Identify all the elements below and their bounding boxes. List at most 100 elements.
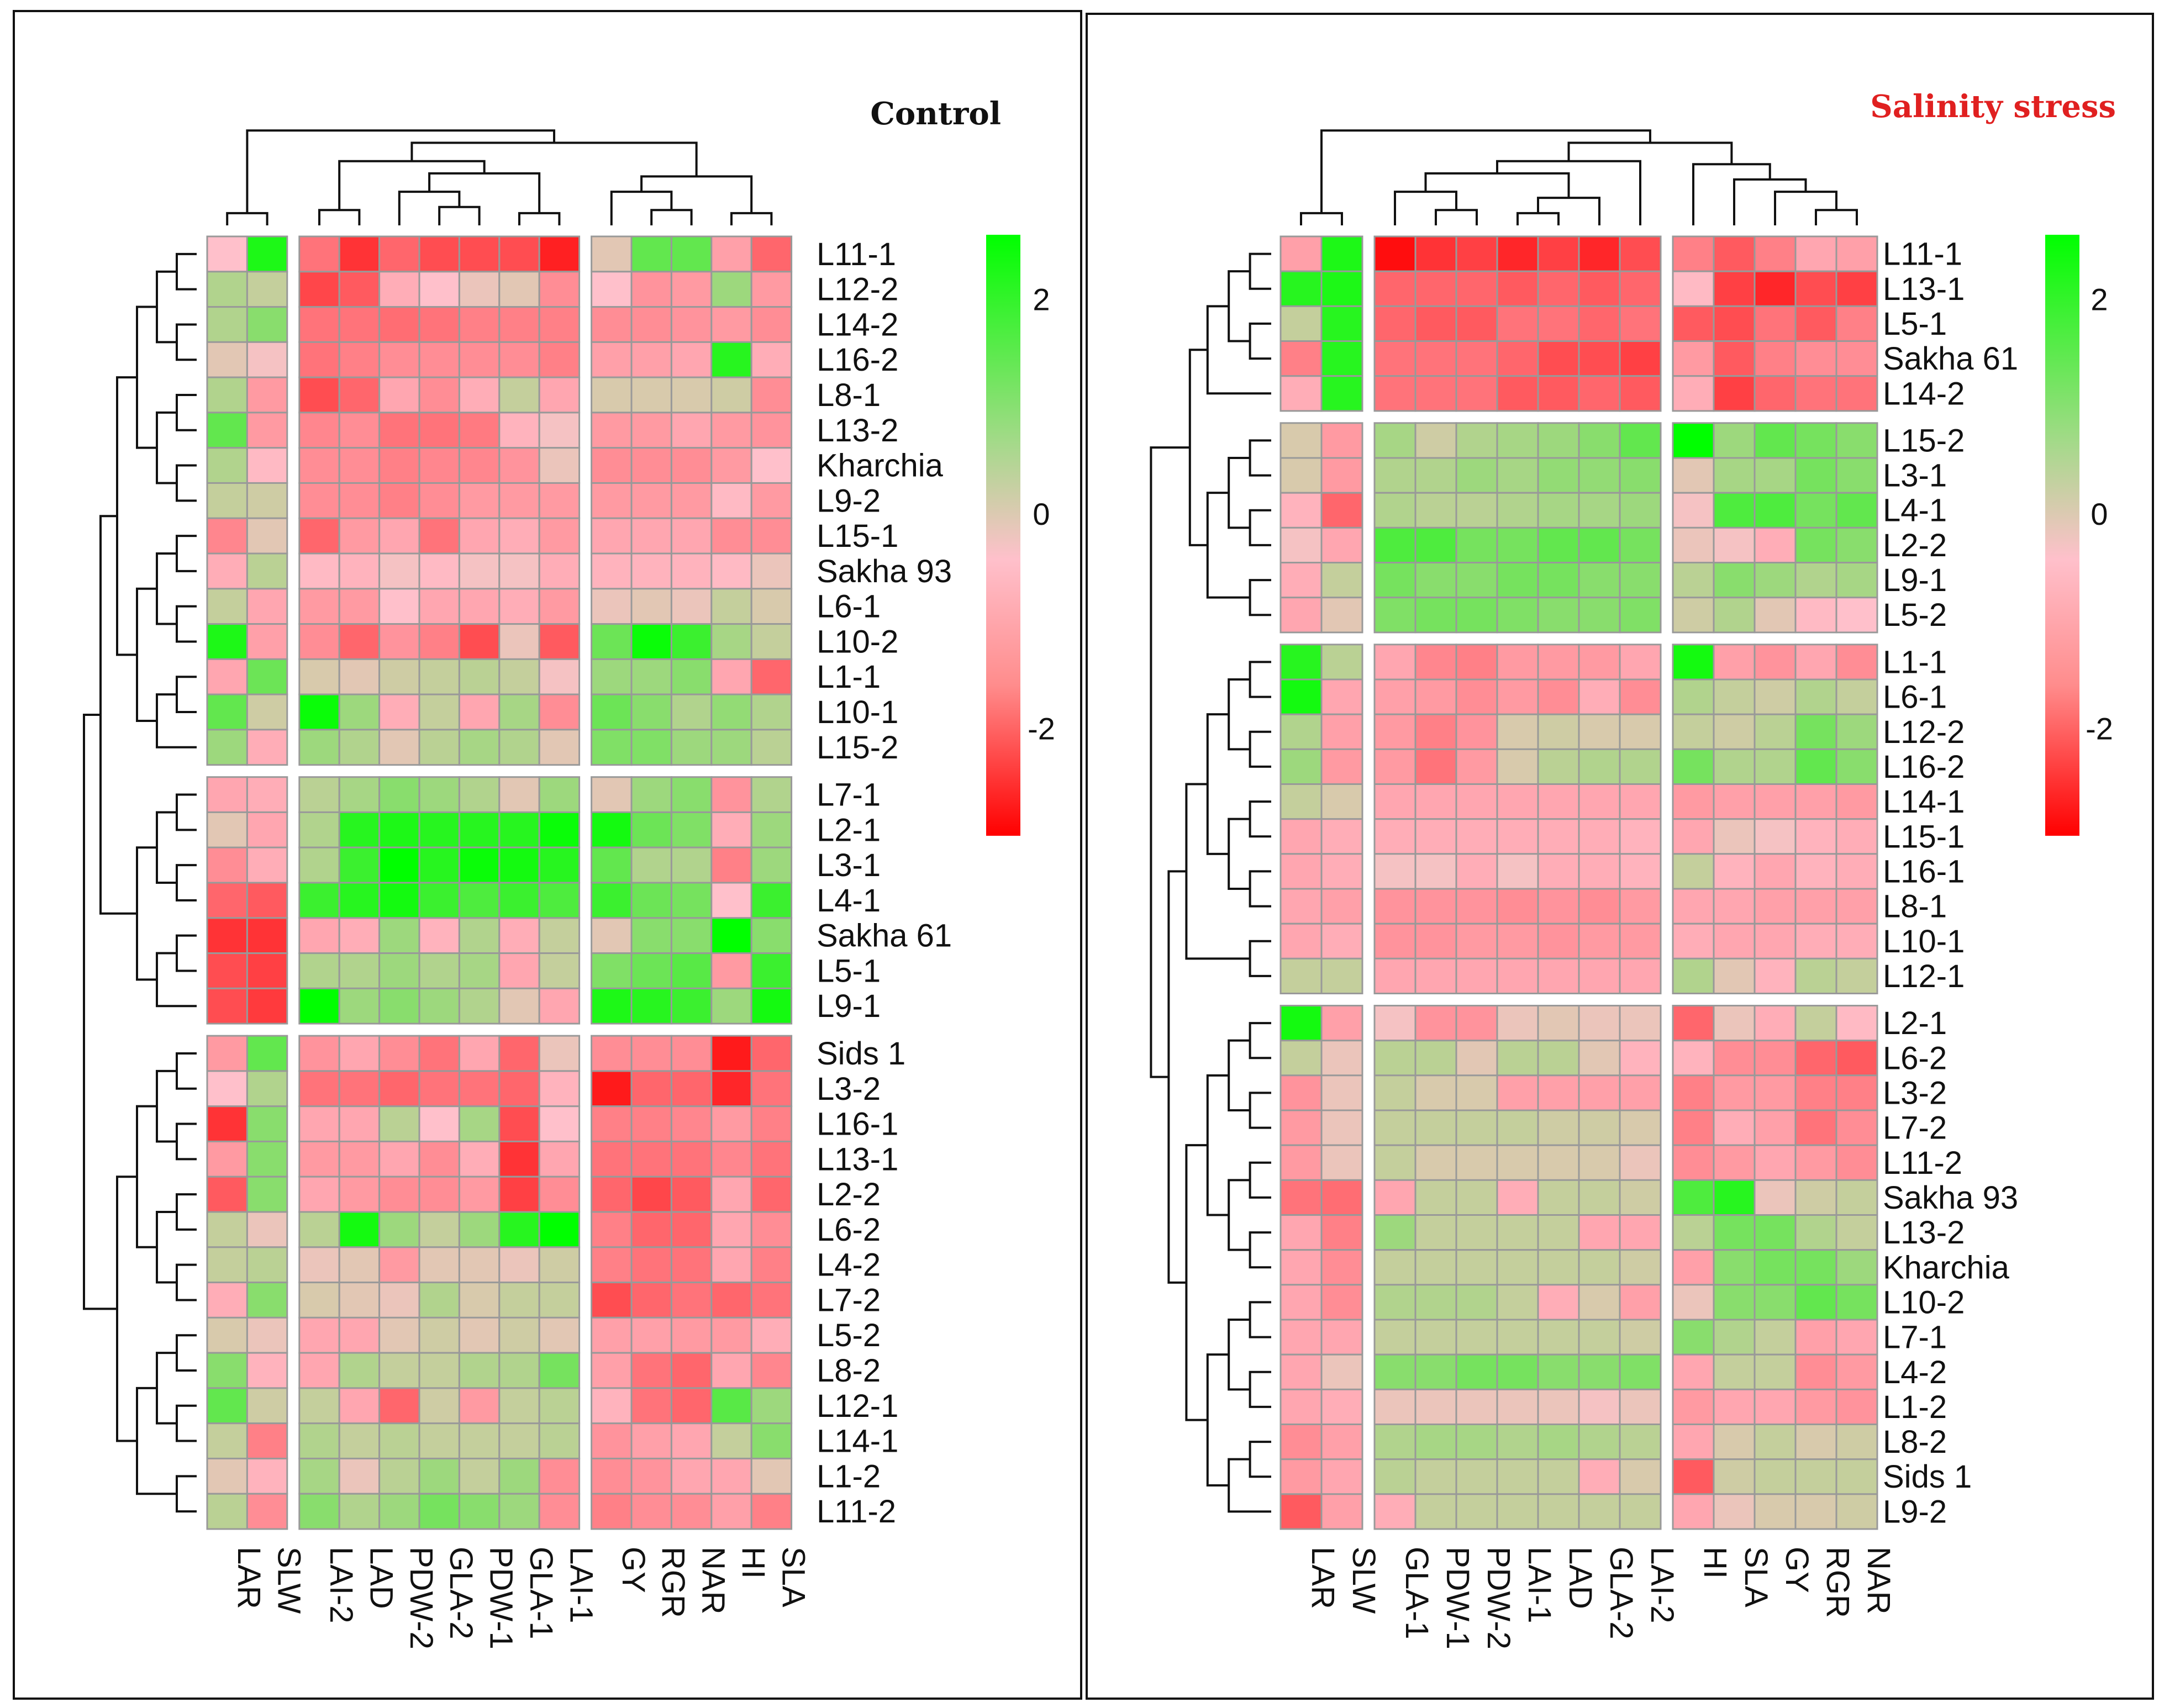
salinity-cell-l8-1-rgr bbox=[1794, 888, 1837, 925]
control-cell-l7-2-rgr bbox=[630, 1282, 672, 1319]
salinity-cell-l10-2-gy bbox=[1753, 1284, 1797, 1321]
control-cell-l10-2-lar bbox=[206, 623, 248, 660]
salinity-column-label-pdw-2: PDW-2 bbox=[1481, 1547, 1516, 1649]
control-cell-l1-2-nar bbox=[670, 1457, 713, 1495]
control-row-label-l5-2: L5-2 bbox=[817, 1317, 881, 1353]
salinity-row-label-sids-1: Sids 1 bbox=[1883, 1459, 1972, 1495]
control-row-label-l6-1: L6-1 bbox=[817, 589, 881, 625]
salinity-cell-l9-2-hi bbox=[1672, 1493, 1715, 1530]
control-row-label-kharchia: Kharchia bbox=[817, 448, 944, 484]
control-cell-l12-2-lai-1 bbox=[538, 271, 581, 308]
control-cell-l8-2-lad bbox=[338, 1352, 381, 1389]
control-cell-l14-2-nar bbox=[670, 306, 713, 343]
salinity-cell-l3-2-gla-1 bbox=[1373, 1074, 1416, 1111]
salinity-cell-l8-2-lai-2 bbox=[1619, 1424, 1662, 1461]
salinity-cell-l11-1-lar bbox=[1279, 235, 1323, 272]
control-row-label-sakha-61: Sakha 61 bbox=[817, 918, 952, 954]
control-cell-l1-2-hi bbox=[710, 1457, 752, 1495]
control-column-label-slw: SLW bbox=[271, 1547, 307, 1614]
salinity-column-dendrogram-branch bbox=[1300, 212, 1343, 225]
salinity-row-label-l6-2: L6-2 bbox=[1883, 1040, 1947, 1076]
control-cell-l7-2-hi bbox=[710, 1282, 752, 1319]
salinity-cell-l1-1-lai-2 bbox=[1619, 644, 1662, 681]
control-cell-l4-2-hi bbox=[710, 1246, 752, 1284]
salinity-cell-l1-1-pdw-1 bbox=[1414, 644, 1457, 681]
salinity-cell-l11-1-gy bbox=[1753, 235, 1797, 272]
control-cell-l16-2-gy bbox=[591, 341, 633, 378]
salinity-row-dendrogram-branch bbox=[1249, 439, 1271, 477]
control-row-label-l11-2: L11-2 bbox=[817, 1494, 896, 1530]
control-cell-l15-1-lai-1 bbox=[538, 517, 581, 555]
salinity-cell-l14-2-gla-2 bbox=[1578, 375, 1621, 412]
salinity-cell-l1-1-lar bbox=[1279, 644, 1323, 681]
salinity-cell-l1-1-lai-1 bbox=[1496, 644, 1539, 681]
control-cell-l11-1-lar bbox=[206, 235, 248, 273]
control-cell-sakha-93-gla-2 bbox=[418, 552, 460, 590]
control-cell-l12-1-rgr bbox=[630, 1387, 672, 1425]
control-cell-sids-1-pdw-2 bbox=[378, 1035, 420, 1072]
control-cell-l4-1-lar bbox=[206, 882, 248, 919]
salinity-row-dendrogram-branch bbox=[1228, 678, 1250, 751]
control-cell-l14-1-lad bbox=[338, 1422, 381, 1459]
control-cell-l1-1-lad bbox=[338, 658, 381, 695]
salinity-cell-l9-2-lad bbox=[1537, 1493, 1580, 1530]
control-cell-l10-2-pdw-2 bbox=[378, 623, 420, 660]
control-cell-l10-2-gy bbox=[591, 623, 633, 660]
control-cell-sakha-61-gy bbox=[591, 917, 633, 955]
salinity-cell-l10-2-pdw-2 bbox=[1455, 1284, 1498, 1321]
control-cell-l5-2-lar bbox=[206, 1316, 248, 1354]
salinity-cell-l7-1-hi bbox=[1672, 1319, 1715, 1356]
salinity-cell-l15-2-lad bbox=[1537, 422, 1580, 459]
salinity-row-dendrogram-branch bbox=[1206, 1353, 1229, 1487]
control-cell-l12-2-pdw-2 bbox=[378, 271, 420, 308]
control-cell-l15-2-lai-1 bbox=[538, 729, 581, 766]
salinity-cell-l2-1-nar bbox=[1835, 1005, 1878, 1042]
control-row-dendrogram-branch bbox=[156, 1352, 177, 1425]
control-cell-l16-2-rgr bbox=[630, 341, 672, 378]
control-title: Control bbox=[870, 96, 1001, 132]
control-cell-l6-2-gy bbox=[591, 1211, 633, 1248]
salinity-cell-l10-1-sla bbox=[1713, 922, 1756, 960]
salinity-cell-l9-2-slw bbox=[1320, 1493, 1363, 1530]
salinity-cell-l2-2-pdw-2 bbox=[1455, 526, 1498, 563]
control-cell-l3-2-gy bbox=[591, 1070, 633, 1108]
salinity-colorbar-tick: 0 bbox=[2090, 497, 2108, 531]
salinity-cell-l9-2-gla-2 bbox=[1578, 1493, 1621, 1530]
salinity-cell-l5-2-nar bbox=[1835, 597, 1878, 634]
control-column-dendrogram-branch bbox=[438, 205, 481, 225]
control-cell-l12-2-lai-2 bbox=[298, 271, 340, 308]
salinity-cell-l10-1-rgr bbox=[1794, 922, 1837, 960]
control-cell-l14-1-nar bbox=[670, 1422, 713, 1459]
salinity-cell-sakha-93-pdw-1 bbox=[1414, 1179, 1457, 1216]
salinity-cell-l5-1-gla-2 bbox=[1578, 305, 1621, 342]
salinity-cell-l5-1-nar bbox=[1835, 305, 1878, 342]
salinity-cell-l2-1-lai-2 bbox=[1619, 1005, 1662, 1042]
control-cell-l11-1-lad bbox=[338, 235, 381, 273]
control-cell-sakha-93-lar bbox=[206, 552, 248, 590]
control-cell-l6-2-lai-2 bbox=[298, 1211, 340, 1248]
control-cell-l4-2-gla-1 bbox=[498, 1246, 540, 1284]
control-row-dendrogram-branch bbox=[176, 1122, 197, 1161]
control-cell-l2-2-slw bbox=[246, 1175, 288, 1213]
salinity-cell-l3-2-nar bbox=[1835, 1074, 1878, 1111]
salinity-cell-l7-1-gla-1 bbox=[1373, 1319, 1416, 1356]
control-cell-l1-2-pdw-1 bbox=[458, 1457, 501, 1495]
salinity-cell-l1-2-pdw-1 bbox=[1414, 1388, 1457, 1426]
control-cell-sakha-61-sla bbox=[750, 917, 793, 955]
control-cell-kharchia-gla-1 bbox=[498, 447, 540, 484]
control-cell-l4-1-lai-1 bbox=[538, 882, 581, 919]
salinity-cell-l1-1-gla-1 bbox=[1373, 644, 1416, 681]
salinity-cell-l5-1-lai-1 bbox=[1496, 305, 1539, 342]
salinity-cell-sakha-61-nar bbox=[1835, 340, 1878, 377]
control-column-labels: LAR SLW LAI-2 LAD PDW-2 GLA-2 PDW-1 GLA-1 LAI-1 G… bbox=[231, 1547, 811, 1649]
control-row-label-l2-2: L2-2 bbox=[817, 1177, 881, 1213]
control-cell-l8-2-nar bbox=[670, 1352, 713, 1389]
control-cell-l2-1-lai-2 bbox=[298, 811, 340, 848]
salinity-cell-l7-2-rgr bbox=[1794, 1109, 1837, 1146]
control-row-label-l16-2: L16-2 bbox=[817, 342, 898, 378]
control-cell-l1-2-slw bbox=[246, 1457, 288, 1495]
control-cell-l15-1-lai-2 bbox=[298, 517, 340, 555]
control-row-label-l15-1: L15-1 bbox=[817, 518, 898, 554]
